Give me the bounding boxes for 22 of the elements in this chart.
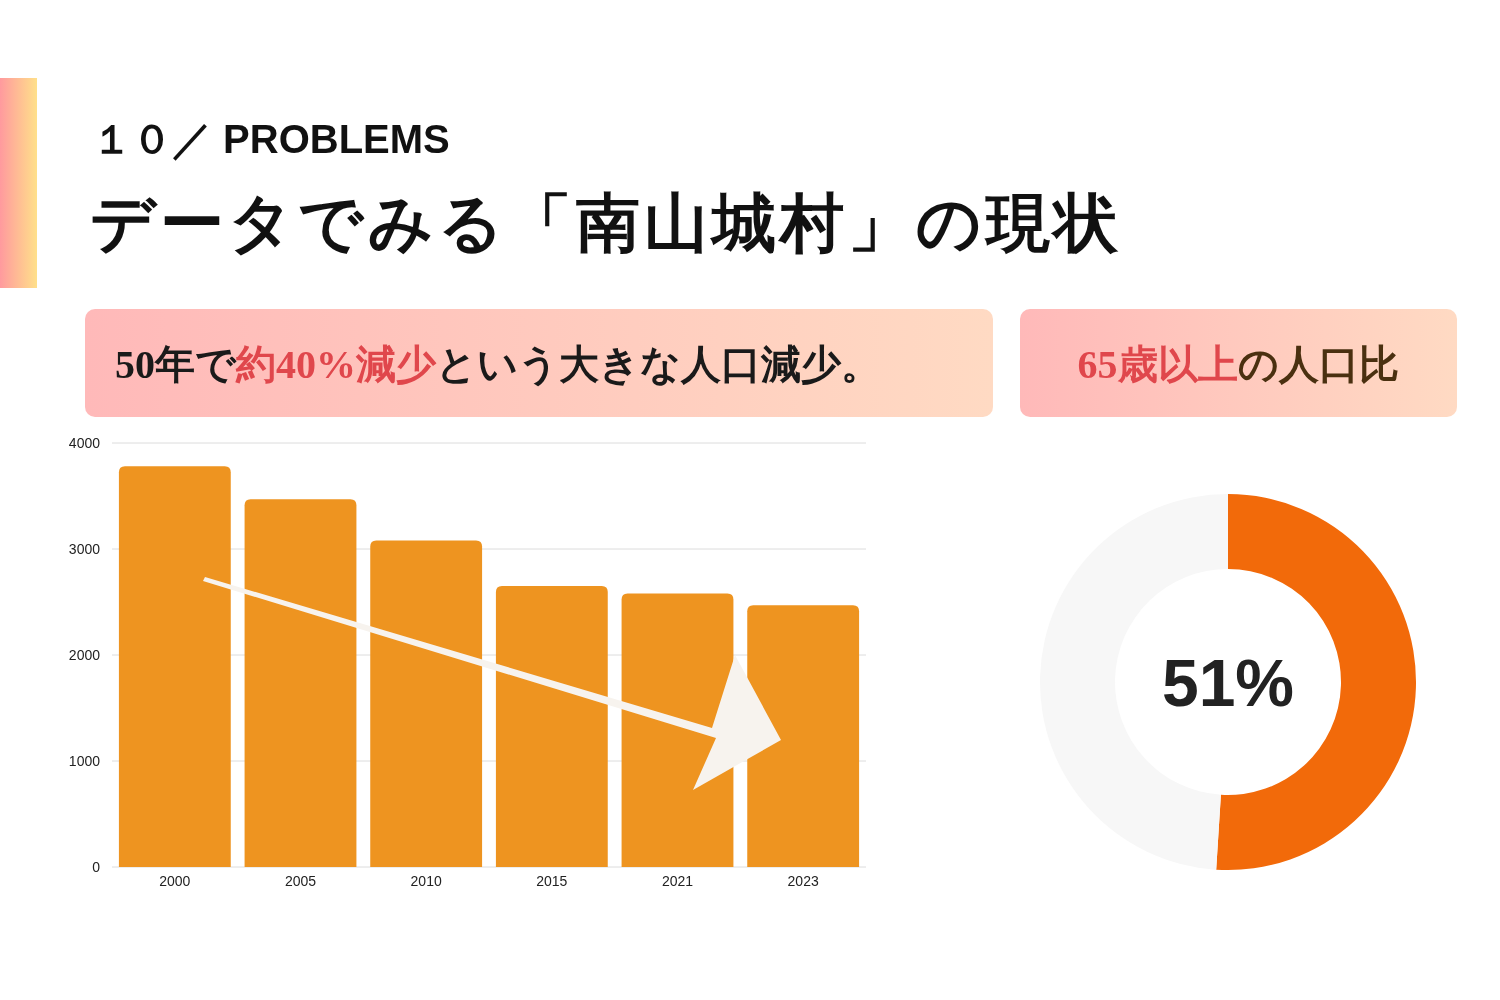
bar — [244, 499, 357, 867]
x-tick-label: 2005 — [284, 873, 317, 889]
x-tick-label: 2021 — [661, 873, 694, 889]
x-tick-label: 2015 — [536, 873, 568, 889]
data-label: 51% — [1161, 646, 1295, 720]
y-tick-label: 3000 — [68, 541, 101, 557]
chart-subtitle: 50年で約40%減少という大きな人口減少。 — [115, 342, 881, 387]
bar — [370, 540, 483, 867]
chart-title: データでみる「南山城村」の現状 — [90, 188, 1122, 259]
x-tick-label: 2010 — [410, 873, 442, 889]
bar — [621, 593, 734, 867]
x-tick-label: 2023 — [787, 873, 819, 889]
y-tick-label: 0 — [92, 859, 101, 875]
bar — [747, 605, 860, 867]
y-tick-label: 2000 — [68, 647, 101, 663]
y-tick-label: 4000 — [68, 435, 101, 451]
bar — [118, 466, 231, 867]
y-tick-label: 1000 — [68, 753, 101, 769]
chart-title: 65歳以上の人口比 — [1077, 342, 1399, 387]
bar — [495, 586, 608, 867]
x-tick-label: 2000 — [159, 873, 191, 889]
text: １０／ PROBLEMS — [92, 117, 450, 161]
